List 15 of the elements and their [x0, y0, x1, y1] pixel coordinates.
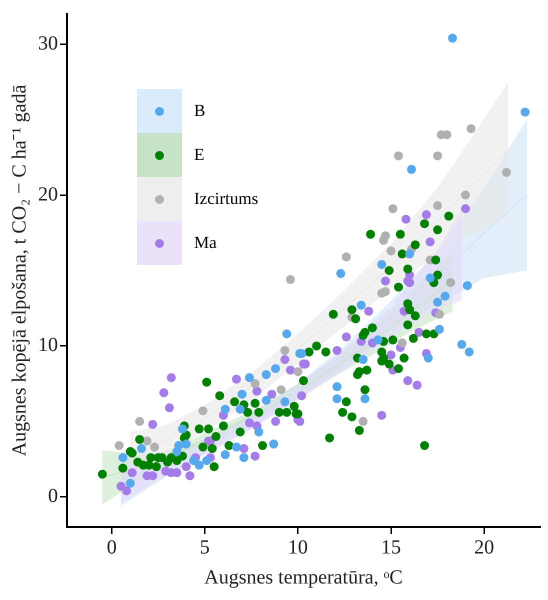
x-tick-label: 20	[474, 536, 494, 558]
x-tick-label: 15	[381, 536, 402, 558]
x-axis-title: Augsnes temperatūra, ᵒC	[204, 566, 403, 588]
y-tick-label: 20	[38, 183, 58, 206]
x-tick-label: 0	[106, 536, 117, 558]
x-tick-label: 10	[288, 536, 308, 558]
legend-label: Izcirtums	[194, 189, 258, 209]
y-tick-label: 0	[48, 485, 58, 508]
y-axis-title: Augsnes kopējā elpošana, t CO₂ − C ha⁻¹ gadā	[8, 84, 30, 456]
legend-label: B	[194, 101, 206, 121]
y-tick-label: 30	[38, 32, 58, 54]
x-tick-label: 5	[200, 536, 210, 558]
legend-label: Ma	[194, 233, 217, 253]
y-tick-label: 10	[38, 334, 58, 356]
legend-label: E	[194, 145, 204, 165]
